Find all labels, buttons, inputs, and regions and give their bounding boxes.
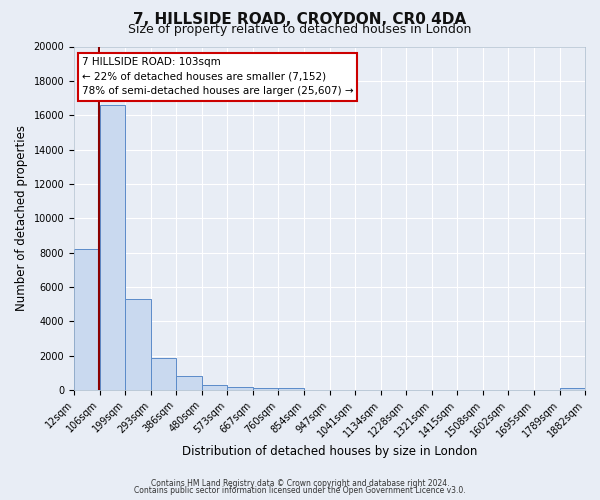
Bar <box>74 249 100 390</box>
Text: Contains HM Land Registry data © Crown copyright and database right 2024.: Contains HM Land Registry data © Crown c… <box>151 478 449 488</box>
Text: 7, HILLSIDE ROAD, CROYDON, CR0 4DA: 7, HILLSIDE ROAD, CROYDON, CR0 4DA <box>133 12 467 28</box>
Bar <box>176 376 202 390</box>
Bar <box>202 385 227 390</box>
Bar <box>278 388 304 390</box>
Bar <box>151 358 176 390</box>
Bar <box>560 388 585 390</box>
Bar <box>227 386 253 390</box>
X-axis label: Distribution of detached houses by size in London: Distribution of detached houses by size … <box>182 444 477 458</box>
Text: Size of property relative to detached houses in London: Size of property relative to detached ho… <box>128 22 472 36</box>
Text: 7 HILLSIDE ROAD: 103sqm
← 22% of detached houses are smaller (7,152)
78% of semi: 7 HILLSIDE ROAD: 103sqm ← 22% of detache… <box>82 57 353 96</box>
Bar <box>100 105 125 390</box>
Y-axis label: Number of detached properties: Number of detached properties <box>15 125 28 311</box>
Bar <box>125 299 151 390</box>
Text: Contains public sector information licensed under the Open Government Licence v3: Contains public sector information licen… <box>134 486 466 495</box>
Bar <box>253 388 278 390</box>
